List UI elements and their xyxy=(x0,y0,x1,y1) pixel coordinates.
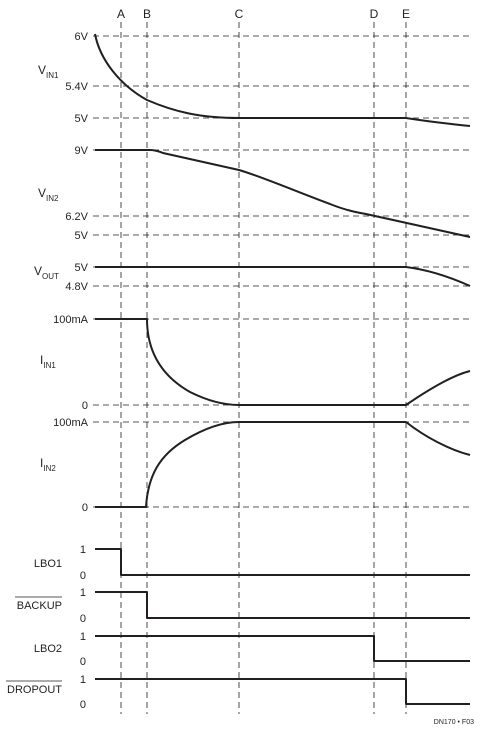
iin2-level-100ma: 100mA xyxy=(53,417,89,429)
iin2-section: IIN2 100mA 0 xyxy=(40,417,471,514)
vin2-level-6-2v: 6.2V xyxy=(65,211,88,223)
vin2-level-9v: 9V xyxy=(75,145,89,157)
marker-label-e: E xyxy=(402,7,410,21)
iin2-level-0: 0 xyxy=(82,502,88,514)
lbo2-level-1: 1 xyxy=(80,631,86,643)
backup-section: BACKUP 1 0 xyxy=(15,587,470,625)
figure-id: DN170 • F03 xyxy=(434,719,474,726)
dropout-level-0: 0 xyxy=(80,699,86,711)
vin1-level-5v: 5V xyxy=(75,113,89,125)
lbo2-label: LBO2 xyxy=(34,643,62,655)
backup-level-0: 0 xyxy=(80,613,86,625)
vout-label: VOUT xyxy=(34,264,59,281)
dropout-label: DROPOUT xyxy=(7,684,62,696)
vin1-label: VIN1 xyxy=(38,63,59,80)
iin1-label: IIN1 xyxy=(40,353,56,370)
backup-label: BACKUP xyxy=(17,600,62,612)
vin2-trace xyxy=(95,149,471,238)
vin2-label: VIN2 xyxy=(38,186,59,203)
marker-label-b: B xyxy=(143,7,151,21)
marker-labels: A B C D E xyxy=(117,7,410,21)
vin1-trace xyxy=(94,33,471,127)
iin2-trace xyxy=(95,421,471,508)
lbo1-level-0: 0 xyxy=(80,570,86,582)
vin1-level-6v: 6V xyxy=(75,31,89,43)
iin1-level-100ma: 100mA xyxy=(53,314,89,326)
vin2-level-5v: 5V xyxy=(75,230,89,242)
vin1-level-5-4v: 5.4V xyxy=(65,81,88,93)
dropout-section: DROPOUT 1 0 xyxy=(6,674,470,711)
lbo2-section: LBO2 1 0 xyxy=(34,631,470,668)
iin2-label: IIN2 xyxy=(40,456,56,473)
marker-lines xyxy=(120,22,407,714)
vout-level-4-8v: 4.8V xyxy=(65,281,88,293)
marker-label-d: D xyxy=(370,7,379,21)
lbo1-level-1: 1 xyxy=(80,544,86,556)
vout-section: VOUT 5V 4.8V xyxy=(34,262,471,293)
backup-trace xyxy=(95,591,470,619)
lbo2-level-0: 0 xyxy=(80,656,86,668)
iin1-trace xyxy=(95,318,471,406)
iin1-section: IIN1 100mA 0 xyxy=(40,314,471,412)
lbo1-trace xyxy=(95,548,470,576)
vout-trace xyxy=(95,266,471,287)
reference-lines xyxy=(93,35,470,508)
iin1-level-0: 0 xyxy=(82,400,88,412)
lbo1-label: LBO1 xyxy=(34,558,62,570)
backup-level-1: 1 xyxy=(80,587,86,599)
vout-level-5v: 5V xyxy=(75,262,89,274)
vin1-section: VIN1 6V 5.4V 5V xyxy=(38,31,471,127)
vin2-section: VIN2 9V 6.2V 5V xyxy=(38,145,471,242)
dropout-trace xyxy=(95,678,470,705)
marker-label-c: C xyxy=(235,7,244,21)
dropout-level-1: 1 xyxy=(80,674,86,686)
lbo1-section: LBO1 1 0 xyxy=(34,544,470,582)
lbo2-trace xyxy=(95,635,470,662)
marker-label-a: A xyxy=(117,7,125,21)
